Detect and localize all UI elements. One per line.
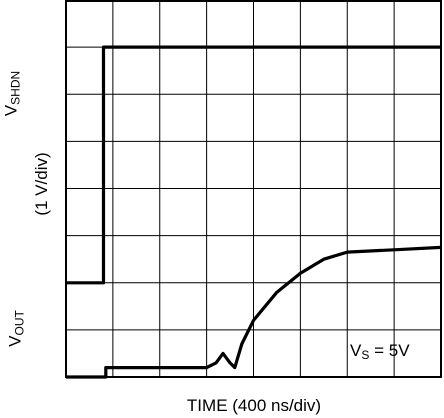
plot-frame bbox=[65, 0, 442, 378]
vout-axis-label: VOUT bbox=[5, 310, 27, 347]
vshdn-trace bbox=[66, 45, 441, 285]
x-axis-label: TIME (400 ns/div) bbox=[186, 396, 322, 415]
supply-voltage-annotation: VS = 5V bbox=[350, 341, 410, 362]
vshdn-axis-label: VSHDN bbox=[1, 70, 23, 117]
plot-traces bbox=[66, 45, 442, 379]
y-scale-label: (1 V/div) bbox=[32, 152, 51, 216]
vout-trace bbox=[66, 245, 442, 379]
